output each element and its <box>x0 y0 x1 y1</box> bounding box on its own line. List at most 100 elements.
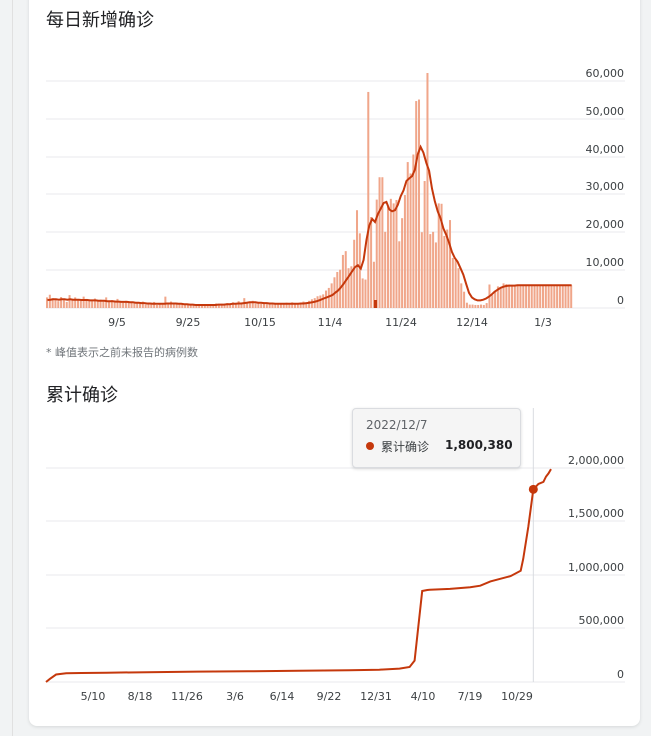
daily-bar <box>240 303 243 308</box>
daily-bar <box>181 303 184 308</box>
daily-y-tick: 40,000 <box>586 143 625 156</box>
daily-bar <box>189 305 192 308</box>
daily-x-tick: 11/4 <box>318 316 343 329</box>
daily-bar <box>254 303 257 308</box>
daily-bar <box>186 304 189 308</box>
daily-bar <box>372 261 375 308</box>
daily-bar <box>248 303 251 308</box>
daily-bar <box>533 284 536 308</box>
cum-highlight-point <box>528 484 538 494</box>
daily-bar <box>102 301 105 308</box>
daily-bar <box>454 260 457 308</box>
daily-bar <box>364 279 367 308</box>
daily-bar <box>443 235 446 308</box>
page-left-strip <box>0 0 13 736</box>
cum-x-tick: 3/6 <box>226 690 244 703</box>
daily-bar <box>136 302 139 308</box>
daily-bar <box>147 303 150 308</box>
daily-bar <box>502 283 505 308</box>
cum-x-tick: 9/22 <box>317 690 342 703</box>
daily-bar <box>544 284 547 308</box>
tooltip-series-dot <box>366 442 374 450</box>
daily-bar <box>279 303 282 308</box>
daily-bar <box>226 303 229 308</box>
daily-bar <box>567 284 570 308</box>
daily-bar <box>139 303 142 308</box>
daily-bar <box>347 268 350 308</box>
daily-bar <box>217 304 220 308</box>
daily-bar <box>308 300 311 308</box>
daily-y-tick: 20,000 <box>586 218 625 231</box>
daily-bar <box>341 254 344 308</box>
daily-bar <box>257 301 260 308</box>
daily-bar <box>133 303 136 308</box>
daily-bar <box>429 234 432 308</box>
daily-bar <box>302 301 305 308</box>
daily-bar <box>556 284 559 308</box>
daily-bar <box>558 285 561 308</box>
daily-bar <box>294 303 297 308</box>
daily-bar <box>195 305 198 308</box>
daily-bar <box>564 285 567 308</box>
daily-bar <box>116 298 119 308</box>
daily-bar <box>282 304 285 308</box>
daily-bar <box>77 300 80 308</box>
daily-bar <box>465 302 468 308</box>
chart-card <box>29 0 640 726</box>
daily-x-tick: 9/25 <box>176 316 201 329</box>
daily-bar <box>381 177 384 308</box>
daily-bar <box>432 231 435 308</box>
daily-bar <box>322 294 325 308</box>
daily-bar <box>426 73 429 308</box>
daily-bar <box>395 199 398 308</box>
daily-bar <box>508 284 511 308</box>
daily-bar <box>305 303 308 308</box>
daily-bar <box>220 303 223 308</box>
daily-bar <box>361 278 364 308</box>
daily-bar <box>499 288 502 308</box>
daily-bar <box>65 301 68 308</box>
daily-bar <box>164 296 167 308</box>
daily-bar <box>144 304 147 308</box>
daily-bar <box>105 297 108 308</box>
daily-bar <box>389 198 392 308</box>
daily-bar <box>542 285 545 308</box>
daily-bar <box>288 304 291 308</box>
daily-bar <box>88 300 91 308</box>
daily-bar <box>172 304 175 308</box>
cum-y-tick: 0 <box>617 668 624 681</box>
daily-bar <box>480 304 483 308</box>
daily-bar <box>232 302 235 308</box>
daily-bar <box>57 301 60 308</box>
daily-bar <box>127 301 130 308</box>
tooltip-date: 2022/12/7 <box>366 418 428 432</box>
daily-bar <box>527 284 530 308</box>
daily-x-tick: 12/14 <box>456 316 488 329</box>
daily-bar <box>271 304 274 308</box>
daily-bar <box>158 303 161 308</box>
daily-bar <box>553 285 556 308</box>
daily-bar <box>310 299 313 308</box>
daily-bar <box>516 284 519 308</box>
cum-series-line <box>45 468 552 683</box>
daily-marker <box>374 300 377 308</box>
daily-x-tick: 10/15 <box>244 316 276 329</box>
daily-bar <box>451 257 454 308</box>
daily-bar <box>263 302 266 308</box>
daily-bar <box>296 303 299 308</box>
daily-bar <box>418 99 421 308</box>
daily-bar <box>119 301 122 308</box>
daily-bar <box>319 295 322 308</box>
chart-tooltip: 2022/12/7 累计确诊 1,800,380 <box>352 408 521 468</box>
daily-bar <box>409 173 412 308</box>
daily-cases-chart[interactable]: 60,000 50,000 40,000 30,000 20,000 10,000 0 9/5… <box>0 0 651 340</box>
daily-bar <box>387 206 390 308</box>
cum-x-tick: 4/10 <box>411 690 436 703</box>
daily-bar <box>122 302 125 308</box>
daily-bar <box>192 304 195 308</box>
cum-y-tick: 1,000,000 <box>568 561 624 574</box>
cumulative-chart-title: 累计确诊 <box>46 385 118 406</box>
daily-bar <box>178 304 181 308</box>
daily-bar <box>155 304 158 308</box>
